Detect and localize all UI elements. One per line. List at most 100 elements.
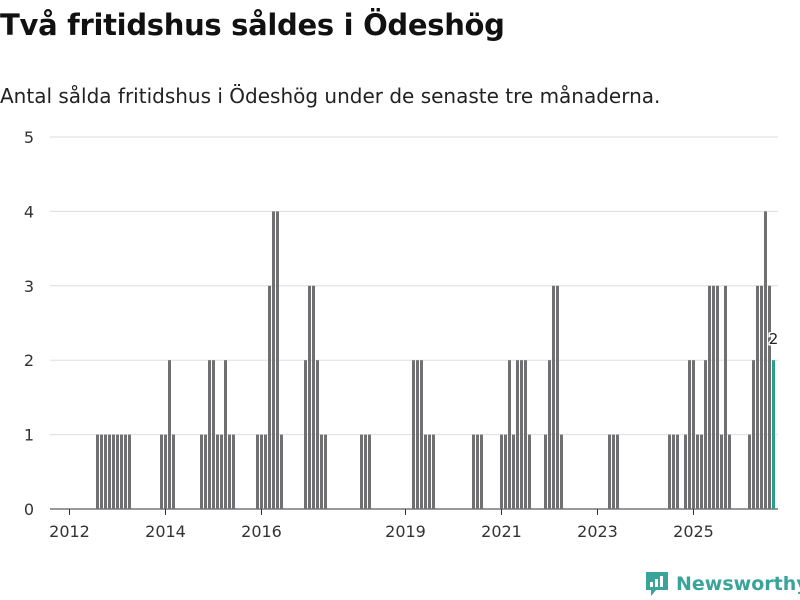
bar xyxy=(220,434,223,509)
bar xyxy=(608,434,611,509)
x-tick-label: 2021 xyxy=(481,522,522,541)
chart-title: Två fritidshus såldes i Ödeshög xyxy=(0,8,505,42)
bar xyxy=(716,285,719,509)
bar xyxy=(168,360,171,509)
bar xyxy=(268,285,271,509)
bar xyxy=(264,434,267,509)
bar xyxy=(692,360,695,509)
bar xyxy=(512,434,515,509)
bar xyxy=(696,434,699,509)
bar xyxy=(256,434,259,509)
bar xyxy=(560,434,563,509)
bar xyxy=(556,285,559,509)
bar xyxy=(724,285,727,509)
bar xyxy=(768,285,771,509)
bar xyxy=(308,285,311,509)
y-tick-label: 4 xyxy=(24,202,34,221)
bar-latest xyxy=(772,360,775,509)
bar xyxy=(428,434,431,509)
bar xyxy=(520,360,523,509)
x-tick-label: 2025 xyxy=(673,522,714,541)
bar xyxy=(364,434,367,509)
bar xyxy=(712,285,715,509)
y-tick-label: 0 xyxy=(24,500,34,519)
chart-subtitle: Antal sålda fritidshus i Ödeshög under d… xyxy=(0,84,661,108)
x-tick-label: 2012 xyxy=(49,522,90,541)
bar xyxy=(224,360,227,509)
bar xyxy=(480,434,483,509)
bar xyxy=(360,434,363,509)
bar xyxy=(320,434,323,509)
y-tick-label: 1 xyxy=(24,426,34,445)
last-value-label: 2 xyxy=(769,330,779,348)
bar xyxy=(432,434,435,509)
bar xyxy=(516,360,519,509)
bar xyxy=(312,285,315,509)
x-tick-label: 2019 xyxy=(385,522,426,541)
bar xyxy=(164,434,167,509)
bar xyxy=(316,360,319,509)
bar xyxy=(748,434,751,509)
bar xyxy=(204,434,207,509)
bar xyxy=(476,434,479,509)
brand-name: Newsworthy xyxy=(676,573,800,595)
bar xyxy=(260,434,263,509)
bar xyxy=(668,434,671,509)
bar xyxy=(708,285,711,509)
bar xyxy=(216,434,219,509)
bar xyxy=(100,434,103,509)
bar xyxy=(508,360,511,509)
bar xyxy=(280,434,283,509)
bar xyxy=(616,434,619,509)
bar xyxy=(728,434,731,509)
bar xyxy=(720,434,723,509)
bar xyxy=(548,360,551,509)
bar xyxy=(304,360,307,509)
bar xyxy=(504,434,507,509)
x-tick-label: 2023 xyxy=(577,522,618,541)
bar xyxy=(200,434,203,509)
bar xyxy=(544,434,547,509)
bar xyxy=(760,285,763,509)
bar xyxy=(700,434,703,509)
bar xyxy=(128,434,131,509)
y-tick-label: 2 xyxy=(24,351,34,370)
bar xyxy=(272,211,275,509)
newsworthy-logo-icon xyxy=(646,572,668,596)
y-tick-label: 3 xyxy=(24,277,34,296)
y-tick-label: 5 xyxy=(24,128,34,147)
bar xyxy=(172,434,175,509)
bar xyxy=(420,360,423,509)
bar xyxy=(96,434,99,509)
bar xyxy=(228,434,231,509)
bar xyxy=(472,434,475,509)
bar xyxy=(500,434,503,509)
bar xyxy=(704,360,707,509)
bar xyxy=(528,434,531,509)
bar xyxy=(160,434,163,509)
bar xyxy=(752,360,755,509)
bar xyxy=(124,434,127,509)
bar xyxy=(688,360,691,509)
bar xyxy=(104,434,107,509)
bar xyxy=(212,360,215,509)
x-tick-label: 2014 xyxy=(145,522,186,541)
bar xyxy=(612,434,615,509)
bar xyxy=(412,360,415,509)
bar xyxy=(232,434,235,509)
bar xyxy=(208,360,211,509)
bar xyxy=(756,285,759,509)
bar xyxy=(764,211,767,509)
bar xyxy=(684,434,687,509)
bar xyxy=(324,434,327,509)
bar xyxy=(108,434,111,509)
bar xyxy=(112,434,115,509)
bar xyxy=(276,211,279,509)
x-tick-label: 2016 xyxy=(241,522,282,541)
bar xyxy=(552,285,555,509)
bar xyxy=(416,360,419,509)
bar xyxy=(524,360,527,509)
brand-logo: Newsworthy xyxy=(644,570,800,598)
bar xyxy=(424,434,427,509)
